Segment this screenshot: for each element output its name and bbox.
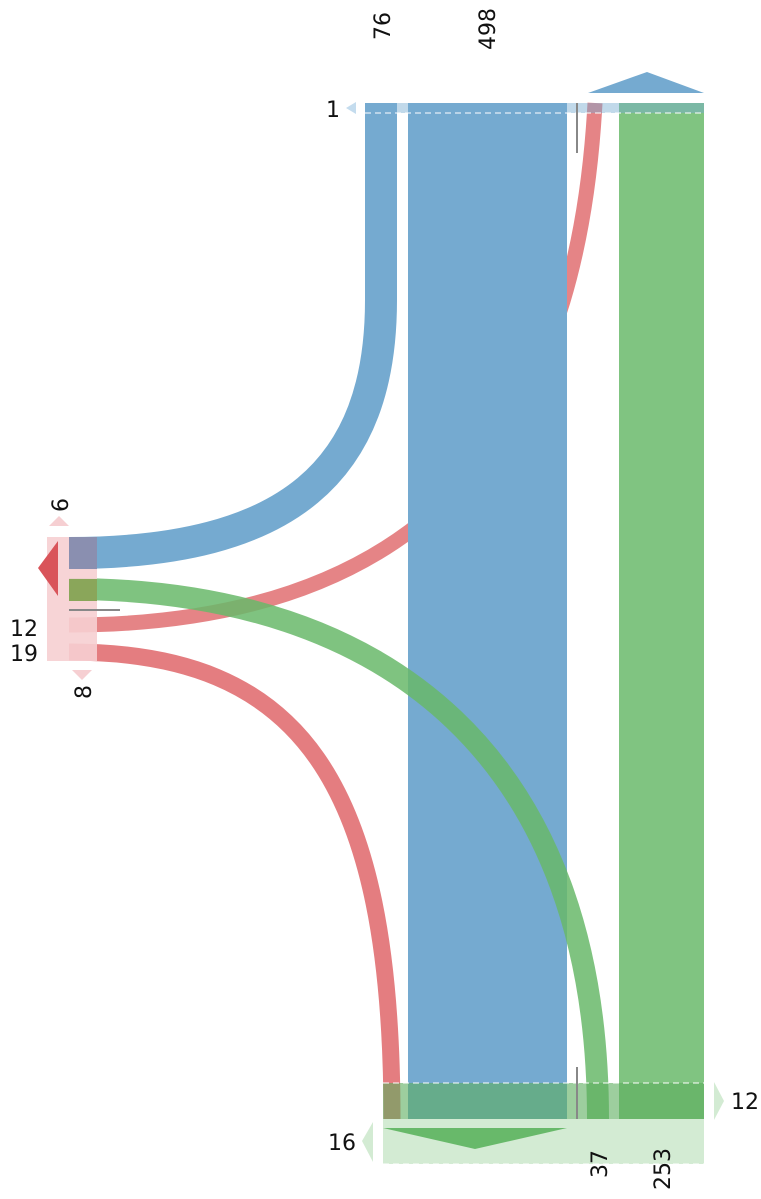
label-bottom-37: 37	[588, 1150, 613, 1178]
top-node-band	[365, 103, 704, 113]
label-left-6: 6	[49, 498, 74, 512]
flow-red-left-to-bottom	[68, 643, 401, 1120]
label-left-8: 8	[72, 685, 97, 699]
bottom-left-arrow	[362, 1122, 373, 1162]
label-top-76: 76	[371, 12, 396, 40]
label-bottom-16: 16	[328, 1131, 356, 1156]
left-node-green-seg	[69, 579, 97, 601]
bottom-node-band-dark	[383, 1083, 704, 1119]
label-left-19: 19	[10, 642, 38, 667]
left-node-arrow	[38, 541, 58, 596]
right-arrow	[714, 1082, 724, 1120]
bottom-node-arrow	[383, 1128, 567, 1149]
left-up-arrow	[49, 516, 69, 526]
label-right-12: 12	[731, 1090, 759, 1115]
top-node-arrow	[588, 72, 704, 93]
bottom-node-band-light	[383, 1119, 704, 1164]
left-node-blue-seg	[69, 537, 97, 569]
label-left-12: 12	[10, 617, 38, 642]
left-down-arrow	[72, 670, 92, 680]
top-small-arrow	[346, 102, 356, 114]
label-top-1: 1	[326, 98, 340, 123]
flow-blue-straight	[408, 103, 567, 1119]
flow-blue-top-to-left	[68, 103, 397, 569]
label-top-498: 498	[476, 8, 501, 50]
flow-green-straight	[619, 103, 704, 1119]
label-bottom-253: 253	[651, 1148, 676, 1190]
flow-green-left-to-bottom	[68, 578, 609, 1120]
